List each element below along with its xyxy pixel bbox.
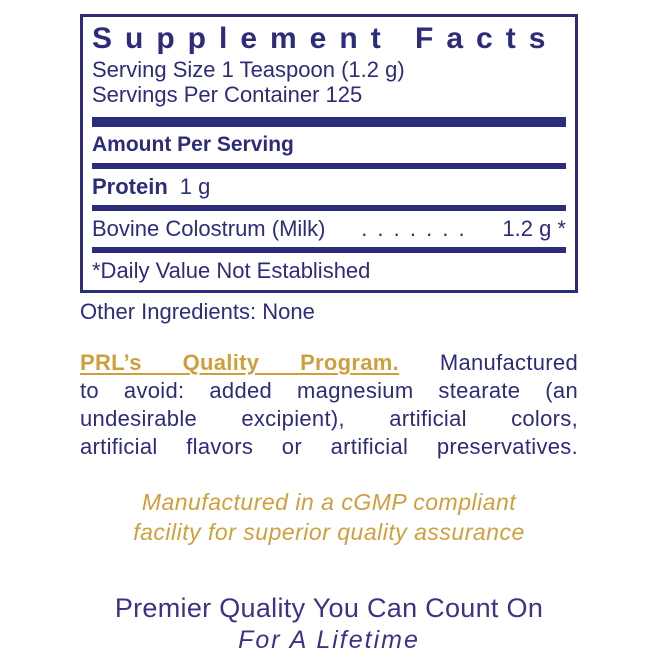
- tagline-premier-quality: Premier Quality You Can Count On: [114, 593, 544, 623]
- divider-bar-thick: [92, 117, 566, 127]
- cgmp-note-line-1: Manufactured in a cGMP compliant: [141, 489, 517, 515]
- quality-program-heading: PRL’s Quality Program.: [80, 350, 400, 375]
- quality-program-line-1: PRL’s Quality Program. Manufactured: [80, 349, 578, 377]
- quality-program-line-3: undesirable excipient), artificial color…: [80, 406, 578, 431]
- supplement-facts-panel: Supplement Facts Serving Size 1 Teaspoon…: [80, 14, 578, 293]
- quality-program-line-2: to avoid: added magnesium stearate (an: [80, 378, 578, 403]
- nutrient-name: Protein: [92, 174, 168, 199]
- divider-bar: [92, 205, 566, 211]
- nutrient-row-protein: Protein 1 g: [92, 175, 566, 199]
- nutrient-amount: 1 g: [179, 174, 211, 199]
- servings-per-container-text: Servings Per Container 125: [92, 82, 363, 107]
- label-root: Supplement Facts Serving Size 1 Teaspoon…: [80, 14, 578, 655]
- cgmp-note-line-2: facility for superior quality assurance: [133, 519, 525, 545]
- divider-bar: [92, 247, 566, 253]
- daily-value-footnote: *Daily Value Not Established: [92, 258, 371, 283]
- tagline-for-a-lifetime: For A Lifetime: [238, 626, 420, 654]
- dot-leader: . . . . . . .: [361, 217, 467, 241]
- quality-program-paragraph: PRL’s Quality Program. Manufactured to a…: [80, 349, 578, 461]
- supplement-facts-title: Supplement Facts: [92, 22, 559, 55]
- quality-program-line-4: artificial flavors or artificial preserv…: [80, 434, 578, 459]
- ingredient-amount: 1.2 g *: [502, 216, 566, 241]
- amount-per-serving-header: Amount Per Serving: [92, 133, 294, 156]
- quality-program-line-1-rest: Manufactured: [439, 350, 578, 375]
- ingredient-row-bovine-colostrum: Bovine Colostrum (Milk) . . . . . . . 1.…: [92, 217, 566, 241]
- serving-size-text: Serving Size 1 Teaspoon (1.2 g): [92, 57, 405, 82]
- cgmp-note: Manufactured in a cGMP compliant facilit…: [80, 487, 578, 547]
- ingredient-name: Bovine Colostrum (Milk): [92, 216, 326, 241]
- other-ingredients-text: Other Ingredients: None: [80, 299, 315, 324]
- divider-bar: [92, 163, 566, 169]
